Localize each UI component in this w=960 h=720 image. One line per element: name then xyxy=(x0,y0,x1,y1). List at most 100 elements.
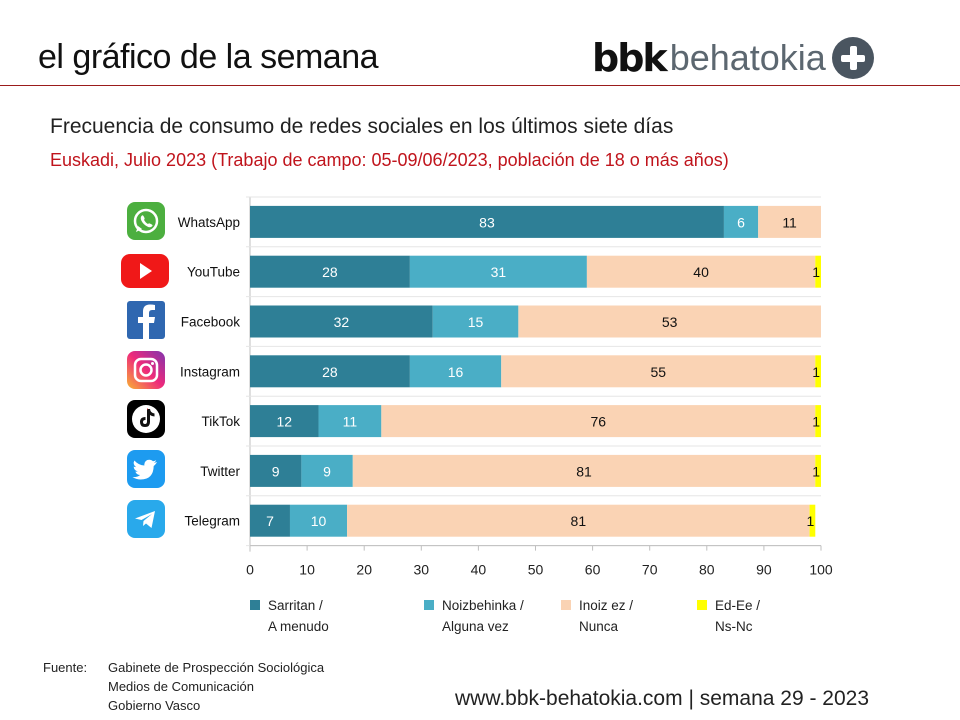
legend-swatch xyxy=(697,600,707,610)
data-label: 55 xyxy=(650,364,666,380)
bar-segment xyxy=(586,255,816,288)
x-tick-label: 20 xyxy=(356,562,372,578)
bar-segment xyxy=(518,305,821,338)
page-title: el gráfico de la semana xyxy=(38,38,379,76)
data-label: 11 xyxy=(782,214,797,230)
legend-label: Noizbehinka / xyxy=(442,598,524,613)
data-label: 81 xyxy=(576,463,592,479)
whatsapp-icon xyxy=(127,202,165,240)
legend-label: Ns-Nc xyxy=(715,619,753,634)
chart-title: Frecuencia de consumo de redes sociales … xyxy=(50,115,674,138)
legend-swatch xyxy=(424,600,434,610)
x-tick-label: 100 xyxy=(809,562,833,578)
bar-segment xyxy=(250,504,290,537)
data-label: 32 xyxy=(334,314,350,330)
source-label: Fuente: xyxy=(43,660,88,675)
data-label: 76 xyxy=(591,414,607,430)
x-tick-label: 70 xyxy=(642,562,658,578)
data-label: 1 xyxy=(812,364,820,380)
legend-label: Sarritan / xyxy=(268,598,323,613)
data-label: 1 xyxy=(806,513,814,529)
category-label: TikTok xyxy=(201,414,240,429)
category-label: WhatsApp xyxy=(178,215,240,230)
source-line: Medios de Comunicación xyxy=(108,679,254,694)
footer-url-week[interactable]: www.bbk-behatokia.com | semana 29 - 2023 xyxy=(455,687,870,710)
data-label: 7 xyxy=(266,513,274,529)
instagram-icon xyxy=(127,351,165,389)
data-label: 9 xyxy=(272,463,280,479)
bar-segment xyxy=(409,355,502,388)
data-label: 16 xyxy=(448,364,464,380)
x-tick-label: 50 xyxy=(528,562,544,578)
data-label: 11 xyxy=(343,414,358,430)
plus-icon xyxy=(831,37,874,79)
bar-segment xyxy=(815,255,821,288)
youtube-icon xyxy=(121,254,169,288)
category-label: Telegram xyxy=(184,514,240,529)
source-line: Gabinete de Prospección Sociológica xyxy=(108,660,325,675)
data-label: 1 xyxy=(812,414,820,430)
data-label: 28 xyxy=(322,364,338,380)
bar-segment xyxy=(409,255,587,288)
bar-segment xyxy=(432,305,519,338)
bar-segment xyxy=(723,205,759,238)
source-line: Gobierno Vasco xyxy=(108,698,201,713)
category-label: Instagram xyxy=(180,364,240,379)
data-label: 28 xyxy=(322,264,338,280)
bar-segment xyxy=(250,454,302,487)
x-tick-label: 10 xyxy=(299,562,315,578)
category-label: YouTube xyxy=(187,265,240,280)
legend-label: A menudo xyxy=(268,619,329,634)
data-label: 53 xyxy=(662,314,678,330)
bar-segment xyxy=(250,405,319,438)
chart-subtitle: Euskadi, Julio 2023 (Trabajo de campo: 0… xyxy=(50,150,729,170)
x-tick-label: 80 xyxy=(699,562,715,578)
legend-swatch xyxy=(250,600,260,610)
bar-segment xyxy=(815,454,821,487)
facebook-icon xyxy=(127,301,165,339)
data-label: 10 xyxy=(311,513,327,529)
category-label: Twitter xyxy=(200,464,240,479)
bar-segment xyxy=(809,504,816,537)
data-label: 40 xyxy=(693,264,709,280)
tiktok-icon xyxy=(127,400,165,438)
data-label: 1 xyxy=(812,264,820,280)
data-label: 81 xyxy=(571,513,587,529)
data-label: 15 xyxy=(468,314,484,330)
bar-segment xyxy=(758,205,821,238)
bar-segment xyxy=(501,355,816,388)
telegram-icon xyxy=(127,500,165,538)
data-label: 12 xyxy=(276,414,292,430)
bar-segment xyxy=(318,405,382,438)
x-tick-label: 0 xyxy=(246,562,254,578)
bar-segment xyxy=(250,355,410,388)
bar-segment xyxy=(347,504,810,537)
bar-segment xyxy=(815,355,821,388)
data-label: 6 xyxy=(737,214,745,230)
bbk-behatokia-logo: bbk behatokia xyxy=(592,36,874,80)
logo-behatokia-text: behatokia xyxy=(669,37,826,78)
x-tick-label: 90 xyxy=(756,562,772,578)
header-divider xyxy=(0,85,960,86)
x-tick-label: 60 xyxy=(585,562,601,578)
legend-label: Ed-Ee / xyxy=(715,598,760,613)
bar-segment xyxy=(250,205,724,238)
logo-bbk-text: bbk xyxy=(592,36,668,80)
x-tick-label: 30 xyxy=(414,562,430,578)
legend-swatch xyxy=(561,600,571,610)
bar-segment xyxy=(289,504,348,537)
data-label: 83 xyxy=(479,214,495,230)
x-tick-label: 40 xyxy=(471,562,487,578)
bar-segment xyxy=(250,255,410,288)
legend-label: Nunca xyxy=(579,619,619,634)
data-label: 9 xyxy=(323,463,331,479)
bar-segment xyxy=(352,454,816,487)
bar-segment xyxy=(381,405,816,438)
legend-label: Alguna vez xyxy=(442,619,509,634)
data-label: 1 xyxy=(812,463,820,479)
category-label: Facebook xyxy=(181,315,241,330)
bar-segment xyxy=(815,405,821,438)
twitter-icon xyxy=(127,450,165,488)
legend-label: Inoiz ez / xyxy=(579,598,633,613)
data-label: 31 xyxy=(491,264,507,280)
